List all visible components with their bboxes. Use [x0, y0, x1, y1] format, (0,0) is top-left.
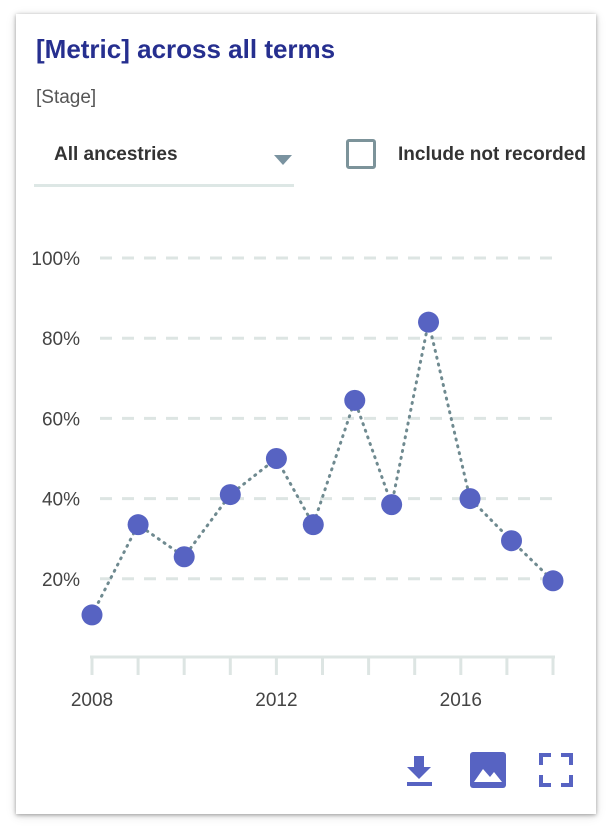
- data-point: [418, 311, 440, 333]
- y-tick-label: 80%: [42, 329, 80, 350]
- card-title: [Metric] across all terms: [36, 34, 336, 64]
- x-tick-label: 2008: [71, 690, 113, 711]
- include-not-recorded-checkbox[interactable]: [346, 139, 376, 169]
- card-subtitle: [Stage]: [36, 87, 97, 108]
- include-not-recorded-label: Include not recorded: [398, 144, 586, 165]
- data-point: [81, 604, 103, 626]
- y-tick-label: 60%: [42, 409, 80, 430]
- series-line: [90, 321, 555, 617]
- data-point: [302, 514, 324, 536]
- chart-card: [Metric] across all terms [Stage] All an…: [16, 14, 596, 814]
- caret-down-icon: [274, 155, 292, 165]
- data-point: [459, 488, 481, 510]
- y-tick-label: 20%: [42, 570, 80, 591]
- data-point: [501, 530, 523, 552]
- x-tick-label: 2012: [255, 690, 297, 711]
- download-icon: [407, 756, 432, 786]
- data-point: [173, 546, 195, 568]
- y-tick-label: 40%: [42, 490, 80, 511]
- data-point: [127, 514, 149, 536]
- y-tick-label: 100%: [31, 249, 80, 270]
- fullscreen-icon: [539, 753, 573, 787]
- line-chart: 20% 40% 60% 80% 100% 2008 2012 2016: [31, 249, 564, 711]
- data-point: [265, 448, 287, 469]
- data-point: [344, 389, 366, 411]
- data-point: [219, 484, 241, 506]
- data-point: [542, 570, 564, 592]
- ancestry-select[interactable]: All ancestries: [34, 138, 294, 187]
- download-button[interactable]: [402, 752, 438, 788]
- data-point: [381, 494, 403, 516]
- image-icon: [470, 752, 506, 788]
- ancestry-select-value: All ancestries: [54, 144, 178, 165]
- fullscreen-button[interactable]: [538, 752, 574, 788]
- x-tick-label: 2016: [440, 690, 482, 711]
- export-image-button[interactable]: [469, 751, 507, 789]
